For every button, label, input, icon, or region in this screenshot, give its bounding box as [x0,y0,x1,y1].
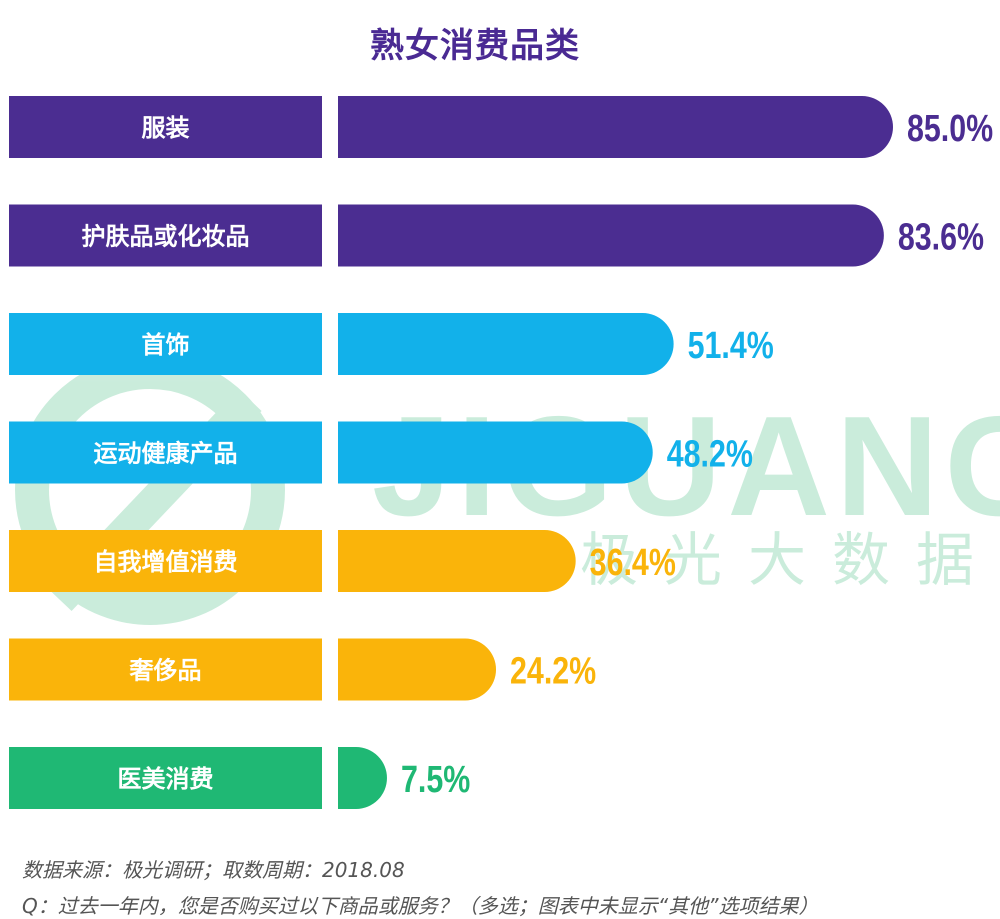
bar [338,96,893,158]
category-label-box [9,96,322,158]
value-label: 51.4% [688,325,774,367]
category-label-box [9,421,322,484]
value-label: 7.5% [401,759,470,801]
category-label: 奢侈品 [129,657,202,685]
data-source-note: 数据来源：极光调研；取数周期：2018.08 [22,858,405,882]
category-label: 服装 [142,114,190,142]
category-label-box [9,530,322,592]
value-label: 83.6% [898,216,984,258]
bar [338,204,884,267]
value-label: 36.4% [590,542,676,584]
category-label-box [9,313,322,375]
bar [338,747,387,809]
value-label: 48.2% [667,433,753,475]
value-label: 24.2% [510,650,596,692]
bar [338,638,497,701]
value-label: 85.0% [907,108,993,150]
category-label: 运动健康产品 [94,440,238,468]
category-label: 医美消费 [118,765,214,793]
chart-title: 熟女消费品类 [370,26,580,66]
category-label: 首饰 [142,331,190,359]
category-label-box [9,204,322,267]
bar [338,313,674,375]
bar [338,530,576,592]
category-label-box [9,638,322,701]
bar [338,421,653,484]
survey-question-note: Q：过去一年内，您是否购买过以下商品或服务？（多选；图表中未显示“其他”选项结果… [22,894,819,918]
category-label-box [9,747,322,809]
category-label: 护肤品或化妆品 [82,223,250,251]
category-label: 自我增值消费 [94,548,238,576]
